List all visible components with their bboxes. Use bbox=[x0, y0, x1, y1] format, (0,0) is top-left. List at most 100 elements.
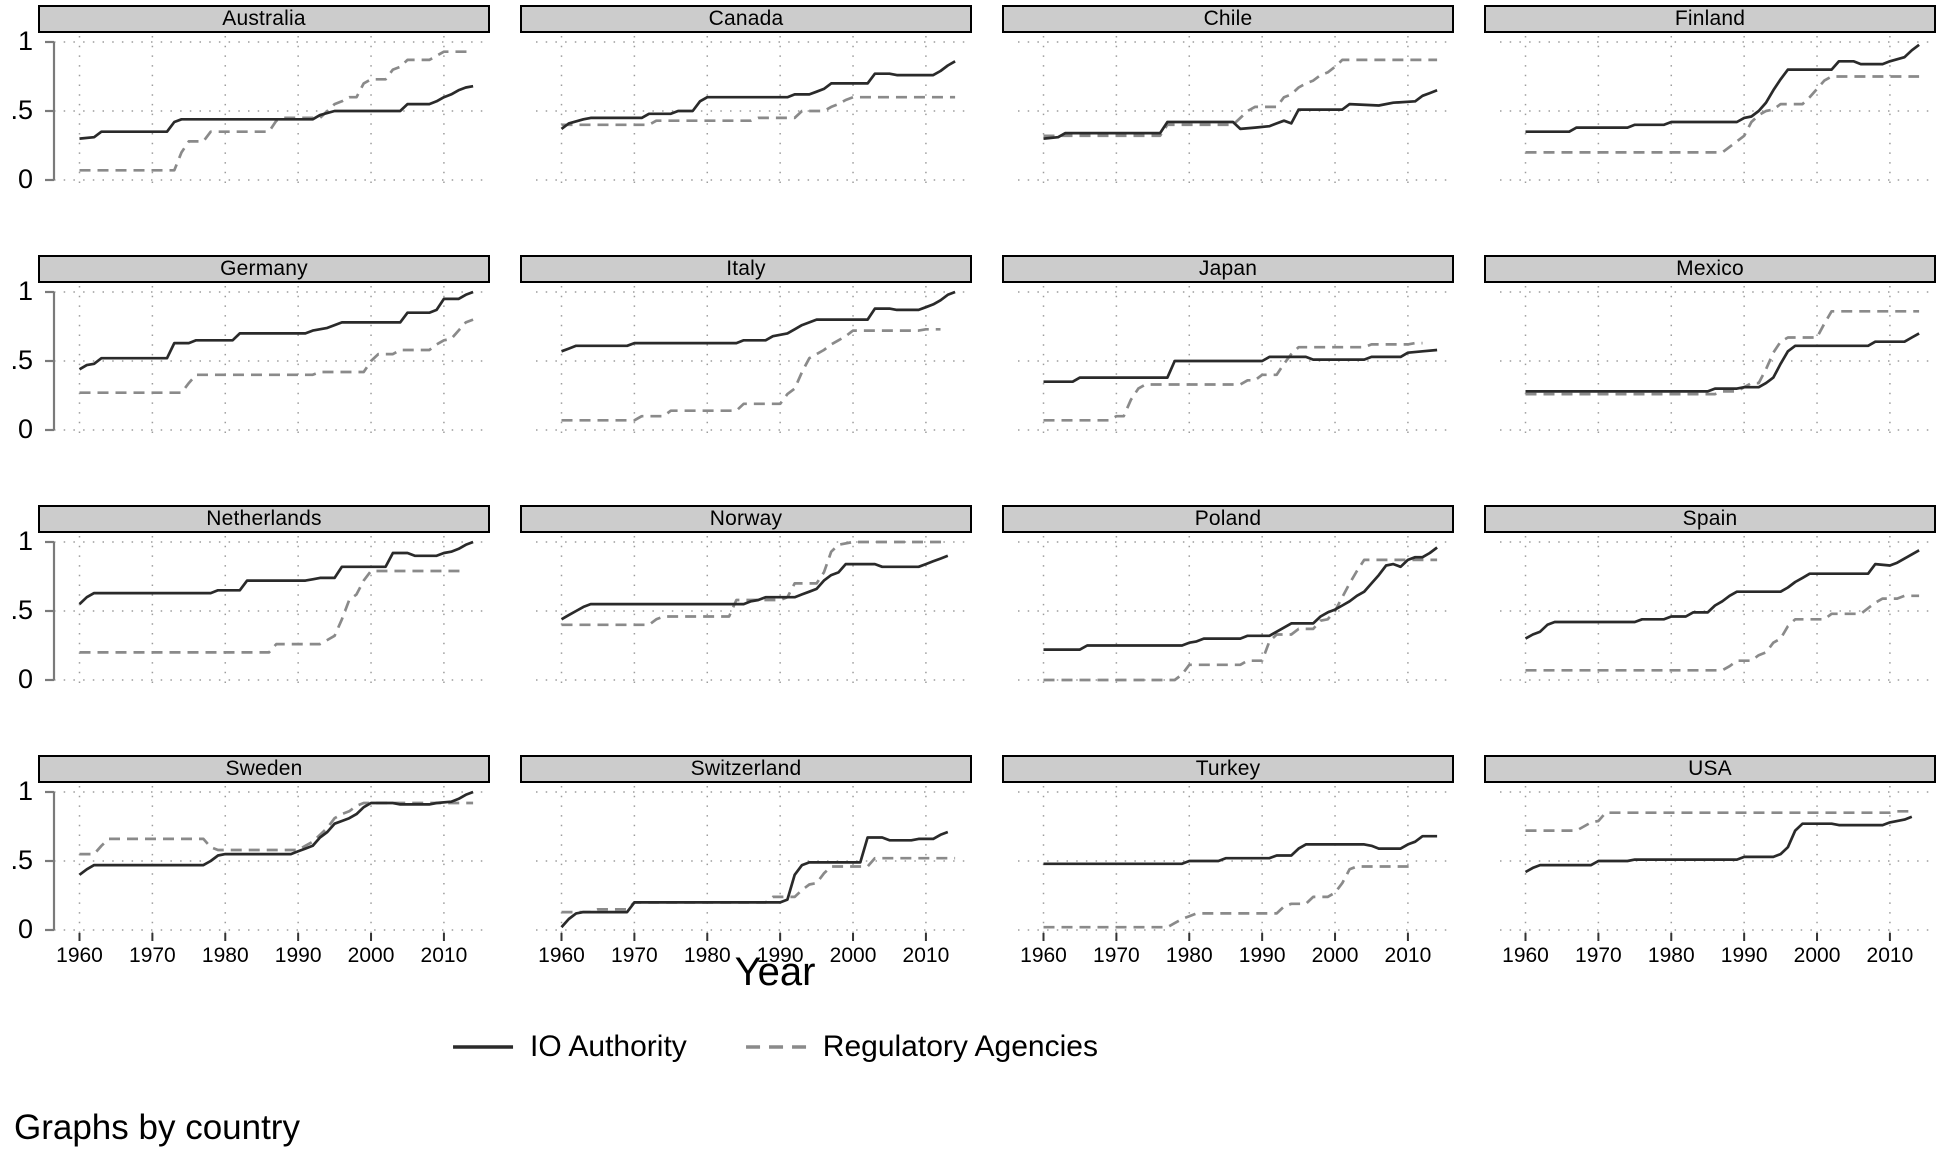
io-authority-line bbox=[1525, 332, 1920, 393]
x-tick-label: 2010 bbox=[1867, 944, 1914, 967]
panel-title: Chile bbox=[1002, 5, 1454, 33]
regulatory-agencies-line bbox=[1525, 809, 1912, 832]
legend-item-io: IO Authority bbox=[452, 1030, 687, 1064]
panel-plot bbox=[1018, 536, 1448, 683]
regulatory-agencies-line bbox=[1525, 594, 1920, 672]
panel-plot: 1960 1970 1980 1990 2000 2010 bbox=[45, 786, 484, 967]
x-tick-label: 1990 bbox=[1721, 944, 1768, 967]
panel-title: Japan bbox=[1002, 255, 1454, 283]
panel-spain: Spain bbox=[1484, 505, 1936, 685]
x-tick-label: 1980 bbox=[684, 944, 731, 967]
panel-row: 1 .5 0 Sweden 1960 1970 1980 1990 2000 2010 Switze… bbox=[0, 755, 1950, 969]
x-tick-label: 1970 bbox=[1575, 944, 1622, 967]
regulatory-agencies-line bbox=[79, 801, 474, 856]
regulatory-agencies-line bbox=[1043, 558, 1438, 682]
panel-title: Mexico bbox=[1484, 255, 1936, 283]
x-tick-label: 1990 bbox=[275, 944, 322, 967]
y-axis-gutter: 1.5 0 bbox=[0, 505, 38, 693]
panel-title: Spain bbox=[1484, 505, 1936, 533]
panel-plot bbox=[45, 286, 484, 433]
io-authority-line bbox=[561, 290, 956, 353]
x-tick-label: 2000 bbox=[830, 944, 877, 967]
x-tick-label: 1970 bbox=[1093, 944, 1140, 967]
panel-plot bbox=[45, 536, 484, 683]
panel-title: Switzerland bbox=[520, 755, 972, 783]
solid-line-icon bbox=[453, 1045, 514, 1049]
regulatory-agencies-line bbox=[79, 569, 466, 654]
panel-title: Poland bbox=[1002, 505, 1454, 533]
y-tick-label: 1 bbox=[17, 776, 33, 806]
panel-row: 1.5 0 Netherlands Norway Poland Spain bbox=[0, 505, 1950, 693]
legend-item-reg: Regulatory Agencies bbox=[745, 1030, 1098, 1064]
x-tick-label: 1960 bbox=[56, 944, 103, 967]
legend-label: Regulatory Agencies bbox=[822, 1030, 1098, 1063]
y-tick-label: .5 bbox=[10, 95, 33, 125]
panel-plot bbox=[1500, 286, 1930, 433]
panel-plot bbox=[1018, 36, 1448, 183]
x-tick-label: 2010 bbox=[903, 944, 950, 967]
x-tick-label: 1990 bbox=[757, 944, 804, 967]
y-axis-gutter: 1.5 0 bbox=[0, 5, 38, 193]
regulatory-agencies-line bbox=[1525, 75, 1920, 154]
y-tick-label: 0 bbox=[17, 664, 33, 694]
panel-title: Sweden bbox=[38, 755, 490, 783]
panel-plot bbox=[1500, 536, 1930, 683]
io-authority-line bbox=[1043, 348, 1438, 384]
y-axis-gutter: 1.5 0 bbox=[0, 255, 38, 443]
y-tick-label: 0 bbox=[17, 914, 33, 944]
panel-sweden: Sweden 1960 1970 1980 1990 2000 2010 bbox=[38, 755, 490, 969]
y-tick-label: .5 bbox=[10, 845, 33, 875]
regulatory-agencies-line bbox=[561, 327, 941, 422]
x-tick-label: 2010 bbox=[1385, 944, 1432, 967]
x-tick-label: 1980 bbox=[1166, 944, 1213, 967]
io-authority-line bbox=[560, 60, 956, 130]
regulatory-agencies-line bbox=[561, 856, 956, 914]
panel-plot: 1960 1970 1980 1990 2000 2010 bbox=[1500, 786, 1930, 967]
panel-norway: Norway bbox=[520, 505, 972, 685]
panel-poland: Poland bbox=[1002, 505, 1454, 685]
panel-switzerland: Switzerland 1960 1970 1980 1990 2000 2010 bbox=[520, 755, 972, 969]
x-tick-label: 1960 bbox=[1502, 944, 1549, 967]
panel-plot bbox=[1500, 36, 1930, 183]
panel-usa: USA 1960 1970 1980 1990 2000 2010 bbox=[1484, 755, 1936, 969]
panel-plot: 1960 1970 1980 1990 2000 2010 bbox=[1018, 786, 1448, 967]
graphs-by-country-note: Graphs by country bbox=[14, 1108, 300, 1147]
panel-title: Germany bbox=[38, 255, 490, 283]
panel-grid: 1.5 0 Australia Canada Chile Finland 1.5 0 Germa… bbox=[0, 5, 1950, 969]
panel-title: Australia bbox=[38, 5, 490, 33]
panel-row: 1.5 0 Australia Canada Chile Finland bbox=[0, 5, 1950, 193]
regulatory-agencies-line bbox=[561, 95, 956, 127]
io-authority-line bbox=[1525, 43, 1920, 134]
panel-chile: Chile bbox=[1002, 5, 1454, 185]
io-authority-line bbox=[78, 290, 474, 371]
io-authority-line bbox=[1043, 834, 1438, 866]
dashed-line-icon bbox=[745, 1045, 806, 1049]
io-authority-line bbox=[78, 540, 474, 606]
regulatory-agencies-line bbox=[1043, 58, 1438, 138]
panel-australia: Australia bbox=[38, 5, 490, 185]
panel-canada: Canada bbox=[520, 5, 972, 185]
x-axis-title: Year bbox=[734, 950, 816, 994]
panel-title: Netherlands bbox=[38, 505, 490, 533]
panel-title: Italy bbox=[520, 255, 972, 283]
regulatory-agencies-line bbox=[1525, 309, 1920, 396]
panel-italy: Italy bbox=[520, 255, 972, 435]
y-tick-label: 1 bbox=[17, 526, 33, 556]
panel-plot bbox=[1018, 286, 1448, 433]
x-tick-label: 2000 bbox=[1794, 944, 1841, 967]
x-tick-label: 1990 bbox=[1239, 944, 1286, 967]
y-tick-label: 1 bbox=[17, 26, 33, 56]
x-tick-label: 1980 bbox=[1648, 944, 1695, 967]
io-authority-line bbox=[1524, 815, 1913, 874]
x-tick-label: 1970 bbox=[129, 944, 176, 967]
y-tick-label: .5 bbox=[10, 595, 33, 625]
panel-plot bbox=[536, 36, 966, 183]
panel-title: USA bbox=[1484, 755, 1936, 783]
x-tick-label: 2010 bbox=[421, 944, 468, 967]
y-tick-label: 0 bbox=[17, 164, 33, 194]
io-authority-line bbox=[1043, 89, 1438, 140]
panel-title: Canada bbox=[520, 5, 972, 33]
io-authority-line bbox=[560, 830, 949, 929]
io-authority-line bbox=[78, 790, 474, 876]
